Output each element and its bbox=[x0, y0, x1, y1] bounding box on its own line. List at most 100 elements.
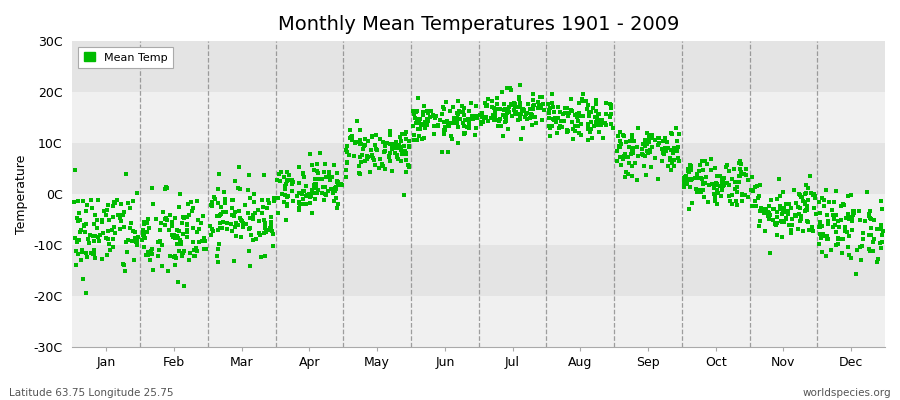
Point bbox=[161, 267, 176, 274]
Point bbox=[788, 213, 803, 219]
Point bbox=[394, 158, 409, 165]
Point bbox=[286, 197, 301, 204]
Point bbox=[518, 106, 532, 113]
Point bbox=[138, 234, 152, 241]
Point bbox=[393, 144, 408, 151]
Point bbox=[612, 129, 626, 136]
Point bbox=[81, 240, 95, 246]
Point bbox=[307, 167, 321, 173]
Point bbox=[548, 114, 562, 121]
Point bbox=[503, 85, 517, 92]
Point bbox=[626, 150, 640, 156]
Point bbox=[744, 174, 759, 180]
Point bbox=[192, 226, 206, 232]
Point bbox=[484, 115, 499, 121]
Point bbox=[444, 133, 458, 139]
Point bbox=[204, 203, 219, 210]
Point bbox=[791, 204, 806, 210]
Point bbox=[368, 162, 382, 168]
Point bbox=[225, 227, 239, 234]
Point bbox=[451, 111, 465, 117]
Point bbox=[390, 152, 404, 158]
Point bbox=[236, 220, 250, 227]
Point bbox=[508, 111, 523, 117]
Point bbox=[358, 136, 373, 142]
Point bbox=[660, 139, 674, 146]
Point bbox=[308, 176, 322, 182]
Point bbox=[719, 179, 733, 186]
Point bbox=[242, 172, 256, 178]
Point bbox=[626, 146, 641, 153]
Point bbox=[264, 214, 278, 220]
Point bbox=[112, 214, 127, 220]
Point bbox=[820, 212, 834, 218]
Point bbox=[626, 146, 640, 152]
Point bbox=[677, 175, 691, 181]
Point bbox=[842, 216, 856, 222]
Point bbox=[557, 105, 572, 111]
Point bbox=[402, 144, 417, 150]
Point bbox=[716, 183, 730, 190]
Point bbox=[270, 177, 284, 184]
Point bbox=[505, 113, 519, 120]
Point bbox=[142, 257, 157, 264]
Point bbox=[728, 198, 742, 205]
Point bbox=[97, 208, 112, 214]
Point bbox=[363, 169, 377, 176]
Point bbox=[172, 204, 186, 211]
Point bbox=[455, 120, 470, 126]
Point bbox=[845, 208, 859, 215]
Point bbox=[354, 140, 368, 147]
Point bbox=[100, 252, 114, 258]
Point bbox=[419, 122, 434, 128]
Point bbox=[323, 177, 338, 183]
Point bbox=[550, 115, 564, 121]
Point bbox=[452, 108, 466, 114]
Point bbox=[447, 114, 462, 121]
Point bbox=[690, 171, 705, 178]
Point bbox=[392, 134, 407, 140]
Point bbox=[589, 118, 603, 125]
Point bbox=[621, 160, 635, 166]
Point bbox=[636, 163, 651, 170]
Point bbox=[346, 136, 360, 143]
Point bbox=[561, 128, 575, 134]
Point bbox=[227, 258, 241, 264]
Point bbox=[159, 216, 174, 223]
Point bbox=[79, 202, 94, 208]
Point bbox=[212, 241, 226, 247]
Point bbox=[545, 91, 560, 97]
Point bbox=[382, 153, 396, 159]
Point bbox=[804, 190, 818, 196]
Point bbox=[157, 209, 171, 215]
Point bbox=[369, 132, 383, 138]
Point bbox=[852, 243, 867, 250]
Point bbox=[192, 239, 206, 246]
Point bbox=[621, 154, 635, 160]
Point bbox=[685, 176, 699, 183]
Point bbox=[631, 125, 645, 131]
Point bbox=[875, 232, 889, 238]
Point bbox=[186, 205, 201, 211]
Point bbox=[342, 152, 356, 159]
Point bbox=[864, 225, 878, 232]
Point bbox=[774, 218, 788, 224]
Point bbox=[694, 174, 708, 181]
Point bbox=[297, 174, 311, 181]
Point bbox=[591, 111, 606, 117]
Point bbox=[484, 98, 499, 105]
Point bbox=[76, 276, 90, 282]
Point bbox=[420, 116, 435, 122]
Point bbox=[594, 119, 608, 125]
Point bbox=[499, 114, 513, 120]
Point bbox=[562, 110, 576, 116]
Point bbox=[526, 106, 541, 113]
Point bbox=[150, 253, 165, 260]
Point bbox=[278, 183, 293, 189]
Point bbox=[108, 200, 122, 206]
Point bbox=[137, 230, 151, 236]
Point bbox=[279, 217, 293, 223]
Point bbox=[275, 190, 290, 197]
Point bbox=[517, 125, 531, 132]
Point bbox=[875, 206, 889, 212]
